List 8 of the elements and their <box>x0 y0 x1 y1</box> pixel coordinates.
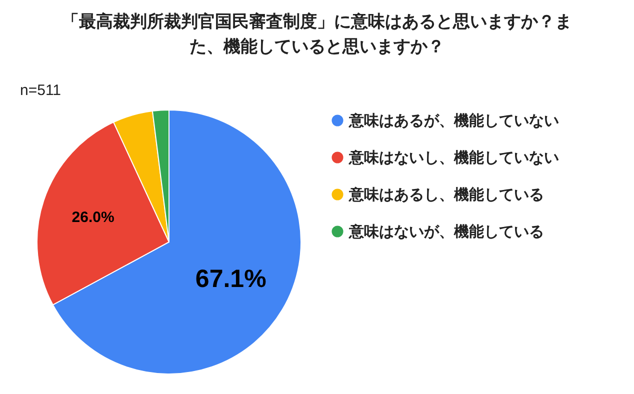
chart-title: 「最高裁判所裁判官国民審査制度」に意味はあると思いますか？また、機能していると思いますか？ <box>62 12 572 56</box>
legend-label: 意味はないし、機能していない <box>348 150 559 166</box>
legend-label: 意味はあるし、機能している <box>348 186 544 204</box>
text: n=511 <box>20 82 62 99</box>
data-label: 26.0% <box>72 208 114 226</box>
data-label: 67.1% <box>195 264 266 293</box>
legend-label: 意味はあるが、機能していない <box>348 112 559 130</box>
legend-label: 意味はないが、機能している <box>348 224 544 240</box>
